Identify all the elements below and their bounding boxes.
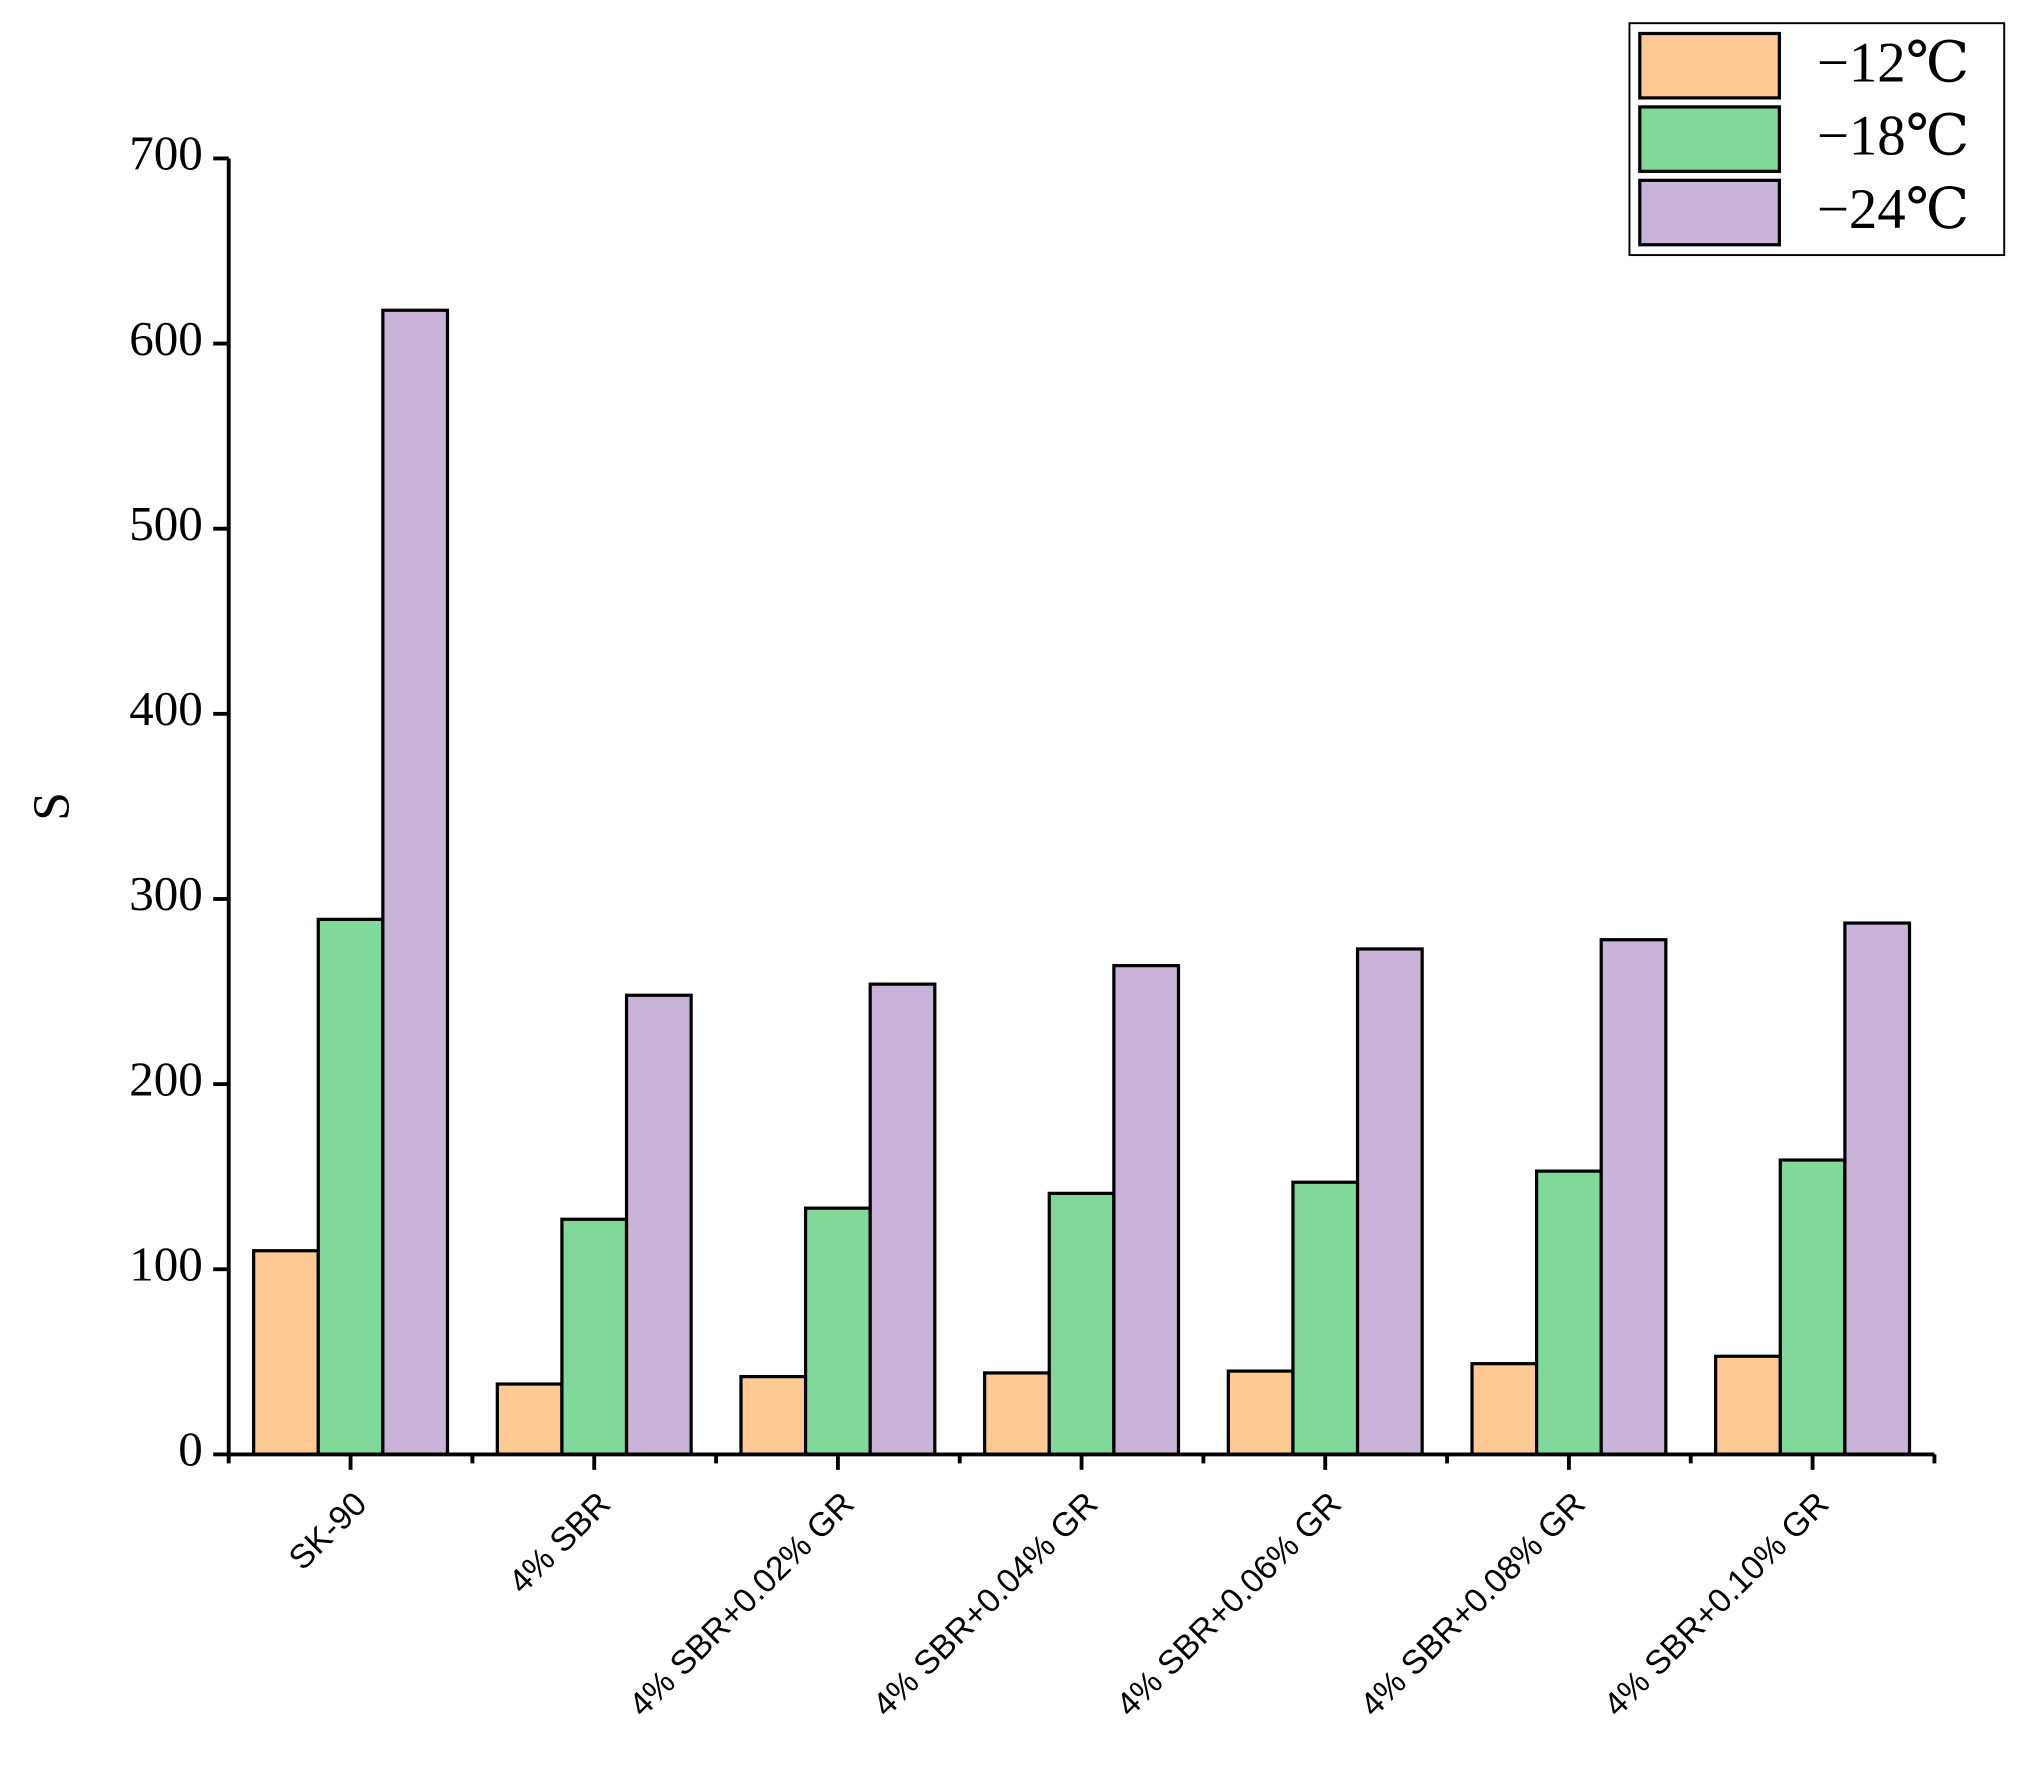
bar: [1047, 1191, 1116, 1456]
bar: [1355, 947, 1424, 1456]
x-tick-label: 4% SBR+0.08% GR: [1353, 1485, 1592, 1724]
bar: [739, 1375, 808, 1456]
legend-label: −18℃: [1817, 105, 1969, 168]
y-tick-label: 300: [129, 866, 203, 921]
legend-swatch: [1638, 31, 1781, 100]
y-tick-label: 700: [129, 126, 203, 181]
bar: [1291, 1180, 1360, 1456]
legend-label: −24℃: [1817, 178, 1969, 241]
bar: [1470, 1362, 1539, 1456]
y-tick-label: 0: [178, 1422, 203, 1477]
bar: [381, 308, 450, 1456]
x-tick-label: 4% SBR+0.06% GR: [1110, 1485, 1349, 1724]
bar: [803, 1206, 872, 1456]
legend-swatch: [1638, 178, 1781, 247]
x-tick-label: SK-90: [282, 1485, 374, 1577]
legend-swatch: [1638, 105, 1781, 173]
x-tick-label: 4% SBR: [502, 1485, 618, 1601]
bar: [316, 917, 385, 1456]
y-tick-label: 600: [129, 311, 203, 366]
x-tick-label: 4% SBR+0.04% GR: [866, 1485, 1105, 1724]
bar: [1778, 1158, 1847, 1456]
bar: [1599, 938, 1668, 1456]
bar: [1843, 921, 1912, 1456]
x-tick-label: 4% SBR+0.10% GR: [1597, 1485, 1836, 1724]
y-tick-label: 200: [129, 1051, 203, 1106]
bar: [624, 993, 693, 1456]
bar: [560, 1217, 629, 1456]
y-tick-label: 100: [129, 1237, 203, 1292]
bar: [983, 1371, 1051, 1456]
bar: [495, 1382, 564, 1456]
bar: [1714, 1354, 1782, 1456]
bar: [1534, 1169, 1603, 1456]
y-tick-label: 500: [129, 496, 203, 551]
bar: [1226, 1369, 1295, 1456]
y-axis-label: S: [24, 792, 81, 821]
bar: [252, 1249, 320, 1456]
x-tick-label: 4% SBR+0.02% GR: [622, 1485, 861, 1724]
legend-label: −12℃: [1817, 31, 1969, 94]
bar: [1112, 964, 1181, 1456]
y-tick-label: 400: [129, 681, 203, 736]
bar: [868, 982, 937, 1456]
